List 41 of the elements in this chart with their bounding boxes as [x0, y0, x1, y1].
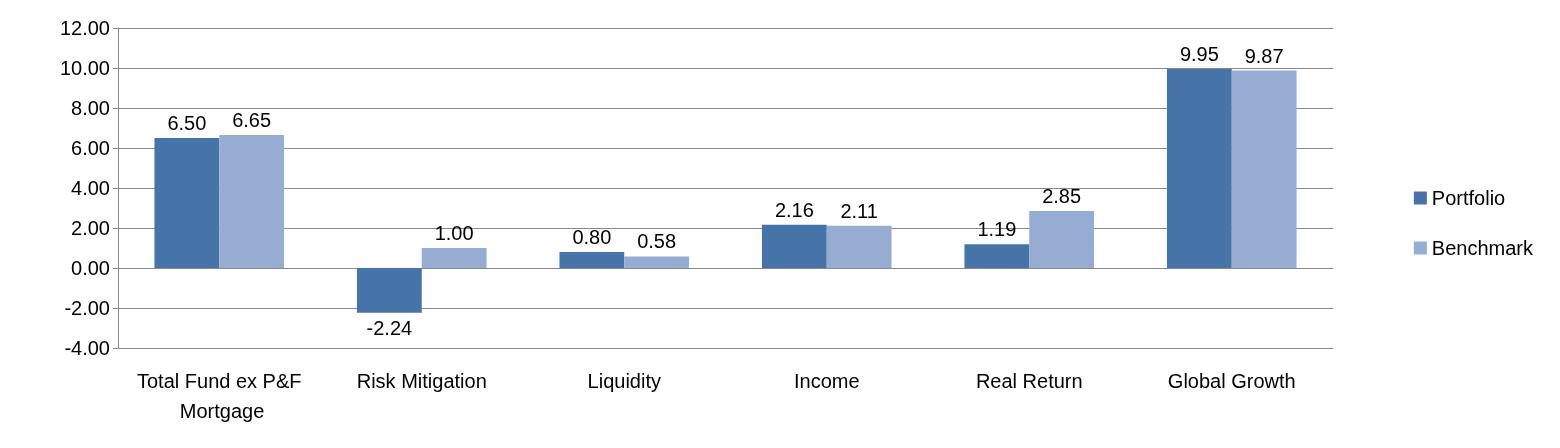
data-label: 1.19 — [977, 218, 1017, 241]
data-label: 9.87 — [1244, 44, 1284, 67]
x-tick-label: Global Growth — [1167, 370, 1296, 392]
legend-label: Portfolio — [1431, 187, 1506, 209]
bar — [624, 256, 690, 268]
data-label: 0.80 — [572, 226, 612, 248]
bar — [421, 248, 487, 268]
data-label: 2.85 — [1042, 185, 1082, 207]
data-label: 9.95 — [1179, 43, 1219, 65]
bar — [154, 138, 220, 268]
bar — [219, 135, 285, 268]
bar — [559, 252, 625, 268]
data-label: 1.00 — [434, 222, 474, 244]
y-tick-label: -4.00 — [64, 337, 110, 359]
y-tick-label: 6.00 — [71, 137, 110, 159]
x-tick-label: Total Fund ex P&F Mortgage — [136, 370, 302, 422]
x-tick-label: Income — [793, 370, 860, 392]
bar — [1231, 70, 1297, 268]
bar — [964, 244, 1030, 268]
y-tick-label: 0.00 — [71, 257, 110, 279]
y-tick-label: 12.00 — [59, 17, 110, 39]
bar — [1166, 69, 1232, 268]
data-label: 0.58 — [637, 230, 677, 253]
bar — [761, 224, 827, 268]
data-label: 6.65 — [232, 109, 272, 131]
bar — [356, 268, 422, 313]
data-label: 2.16 — [774, 198, 814, 221]
x-tick-label: Risk Mitigation — [356, 370, 487, 392]
y-tick-label: -2.00 — [64, 297, 110, 319]
bar — [1029, 211, 1095, 268]
data-label: 2.11 — [840, 199, 878, 222]
y-tick-label: 4.00 — [71, 177, 110, 199]
x-tick-label: Liquidity — [587, 370, 661, 392]
bar — [826, 225, 892, 268]
data-label: 6.50 — [167, 112, 207, 134]
y-tick-label: 2.00 — [71, 217, 110, 239]
y-tick-label: 8.00 — [71, 97, 110, 119]
data-label: -2.24 — [366, 316, 413, 339]
y-tick-label: 10.00 — [59, 57, 110, 79]
legend-label: Benchmark — [1431, 237, 1534, 259]
x-tick-label: Real Return — [975, 370, 1083, 392]
